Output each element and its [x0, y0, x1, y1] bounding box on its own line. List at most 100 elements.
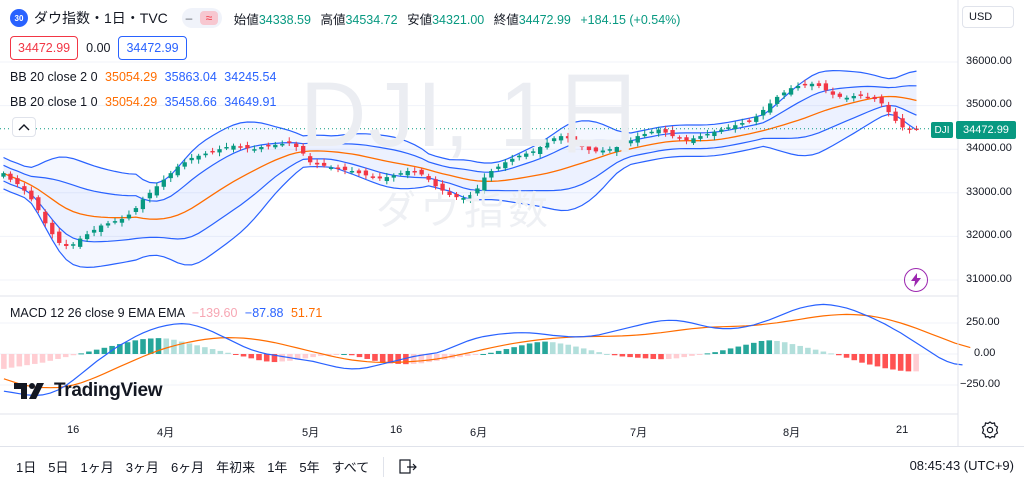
candle-body: [747, 120, 752, 122]
range-button-1y[interactable]: 1年: [267, 460, 288, 475]
candle-body: [496, 166, 501, 169]
bb-basis-line: [3, 95, 917, 220]
bb2-legend[interactable]: BB 20 close 1 0 35054.29 35458.66 34649.…: [10, 95, 276, 109]
macd-histogram-bar: [658, 354, 664, 360]
candle-body: [830, 91, 836, 95]
range-button-1m[interactable]: 1ヶ月: [80, 460, 114, 475]
currency-selector[interactable]: USD: [962, 6, 1014, 28]
candle-body: [140, 199, 146, 210]
candle-body: [531, 151, 536, 153]
macd-histogram-bar: [140, 339, 146, 354]
candle-body: [273, 144, 278, 148]
gear-icon[interactable]: [980, 420, 1000, 440]
range-button-1d[interactable]: 1日: [16, 460, 37, 475]
close-value: 34472.99: [518, 12, 571, 27]
candle-body: [781, 92, 787, 96]
macd-histogram-bar: [379, 354, 386, 363]
candle-body: [872, 96, 877, 100]
range-button-6m[interactable]: 6ヶ月: [170, 460, 205, 475]
candle-body: [440, 183, 445, 191]
range-button-all[interactable]: すべて: [331, 460, 370, 475]
candle-body: [628, 140, 633, 144]
macd-histogram-bar: [549, 342, 556, 354]
candle-body: [586, 146, 592, 151]
candle-body: [503, 162, 508, 169]
macd-histogram-bar: [874, 354, 881, 367]
candle-body: [767, 103, 773, 113]
candle-body: [698, 136, 703, 139]
bb1-upper: 35863.04: [164, 70, 217, 84]
candle-body: [733, 125, 738, 129]
collapse-legend-button[interactable]: [12, 117, 36, 137]
candle-body: [663, 129, 668, 133]
range-button-3m[interactable]: 3ヶ月: [125, 460, 159, 475]
macd-histogram-bar: [256, 354, 262, 361]
macd-histogram-bar: [78, 353, 84, 355]
wave-icon[interactable]: ≈: [199, 11, 218, 25]
macd-histogram-bar: [805, 347, 811, 354]
range-button-5y[interactable]: 5年: [299, 460, 320, 475]
candle-body: [572, 136, 578, 143]
candle-body: [510, 158, 515, 162]
candle-body: [321, 162, 327, 166]
bottom-toolbar: 1日 5日 1ヶ月 3ヶ月 6ヶ月 年初来 1年 5年 すべて: [0, 446, 1024, 486]
chart-canvas[interactable]: [0, 0, 1024, 446]
macd-histogram-bar: [913, 354, 919, 372]
macd-histogram-bar: [503, 349, 510, 354]
price-tick: 35000.00: [966, 98, 1012, 110]
macd-histogram-bar: [333, 354, 340, 355]
candle-body: [245, 145, 250, 149]
tradingview-logo[interactable]: TradingView: [14, 380, 163, 402]
bb-upper-1sd-line: [3, 85, 917, 202]
price-tick: 32000.00: [966, 229, 1012, 241]
candle-body: [15, 178, 20, 185]
macd-histogram-bar: [171, 339, 177, 354]
macd-histogram-bar: [743, 344, 749, 354]
macd-histogram-bar: [147, 338, 154, 354]
open-value: 34338.59: [258, 12, 311, 27]
minus-icon[interactable]: –: [185, 11, 193, 25]
compare-arrows-icon[interactable]: [392, 454, 424, 480]
macd-histogram-bar: [642, 354, 649, 359]
macd-histogram-bar: [403, 354, 409, 365]
macd-histogram-bar: [897, 354, 904, 371]
price-tick: 31000.00: [966, 273, 1012, 285]
macd-histogram-bar: [279, 354, 285, 362]
candle-body: [482, 177, 487, 191]
bb2-label: BB 20 close 1 0: [10, 95, 98, 109]
macd-histogram-bar: [426, 354, 432, 363]
bb2-upper: 35458.66: [164, 95, 217, 109]
candle-body: [670, 130, 675, 137]
candle-body: [837, 93, 843, 97]
candle-body: [224, 147, 229, 149]
macd-histogram-bar: [673, 354, 680, 359]
macd-histogram-bar: [650, 354, 657, 359]
macd-histogram-bar: [611, 354, 618, 356]
timezone-clock[interactable]: 08:45:43 (UTC+9): [909, 458, 1014, 473]
macd-legend[interactable]: MACD 12 26 close 9 EMA EMA −139.60 −87.8…: [10, 306, 322, 320]
macd-histogram-bar: [890, 354, 896, 370]
buy-price-button[interactable]: 34472.99: [118, 36, 187, 60]
macd-histogram-bar: [774, 340, 780, 354]
macd-histogram-bar: [418, 354, 425, 364]
sell-price-button[interactable]: 34472.99: [10, 36, 79, 60]
symbol-title[interactable]: ダウ指数・1日・TVC: [34, 10, 168, 26]
candle-body: [147, 192, 153, 199]
candle-body: [475, 188, 480, 194]
macd-histogram-bar: [341, 354, 347, 355]
macd-histogram-bar: [441, 354, 448, 360]
lightning-icon[interactable]: [904, 268, 928, 292]
macd-tick: 0.00: [974, 347, 996, 359]
range-button-5d[interactable]: 5日: [48, 460, 69, 475]
macd-histogram-bar: [488, 352, 494, 354]
macd-hist-value: −139.60: [191, 306, 238, 320]
candle-body: [900, 118, 905, 128]
time-tick: 16: [390, 424, 403, 436]
symbol-logo-icon[interactable]: 30: [10, 9, 28, 27]
candle-body: [600, 150, 606, 153]
candle-body: [98, 225, 104, 232]
candle-body: [489, 171, 494, 178]
chart-type-toggle[interactable]: – ≈: [181, 8, 222, 28]
bb1-legend[interactable]: BB 20 close 2 0 35054.29 35863.04 34245.…: [10, 70, 276, 84]
range-button-ytd[interactable]: 年初来: [216, 460, 256, 475]
